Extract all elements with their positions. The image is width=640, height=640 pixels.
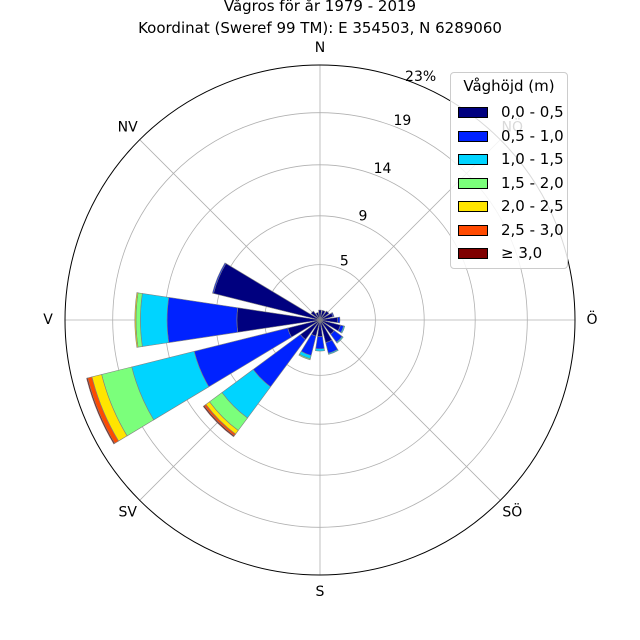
legend-swatch [458,201,488,212]
radial-tick-label: 9 [358,208,367,224]
legend-label: 1,0 - 1,5 [501,150,564,168]
legend: Våghöjd (m) 0,0 - 0,5 0,5 - 1,0 1,0 - 1,5 1… [450,72,568,269]
legend-label: 1,5 - 2,0 [501,174,564,192]
legend-label: ≥ 3,0 [501,244,542,262]
legend-swatch [458,248,488,259]
rose-bar-segment [316,336,325,348]
legend-swatch [458,178,488,189]
legend-swatch [458,154,488,165]
legend-label: 0,5 - 1,0 [501,127,564,145]
compass-label-nw: NV [118,120,138,136]
legend-label: 2,0 - 2,5 [501,197,564,215]
rose-bar-segment [167,297,238,342]
compass-label-w: V [43,312,53,328]
compass-label-s: S [316,584,325,600]
rose-bar-segment [237,308,320,333]
rose-bar-segment [315,349,324,352]
radial-tick-label: 5 [340,253,349,269]
legend-swatch [458,225,488,236]
compass-label-n: N [315,40,325,56]
legend-swatch [458,131,488,142]
radial-tick-label: 14 [374,161,392,177]
radial-tick-label: 23% [405,69,436,85]
legend-swatch [458,107,488,118]
angular-gridline [320,320,500,500]
rose-bar-segment [338,317,340,323]
radial-tick-label: 19 [393,113,411,129]
legend-label: 2,5 - 3,0 [501,221,564,239]
compass-label-se: SÖ [502,502,522,520]
legend-label: 0,0 - 0,5 [501,103,564,121]
compass-label-e: Ö [586,310,597,328]
rose-bar-segment [140,293,168,346]
compass-label-sw: SV [118,504,137,520]
legend-title: Våghöjd (m) [451,77,567,95]
